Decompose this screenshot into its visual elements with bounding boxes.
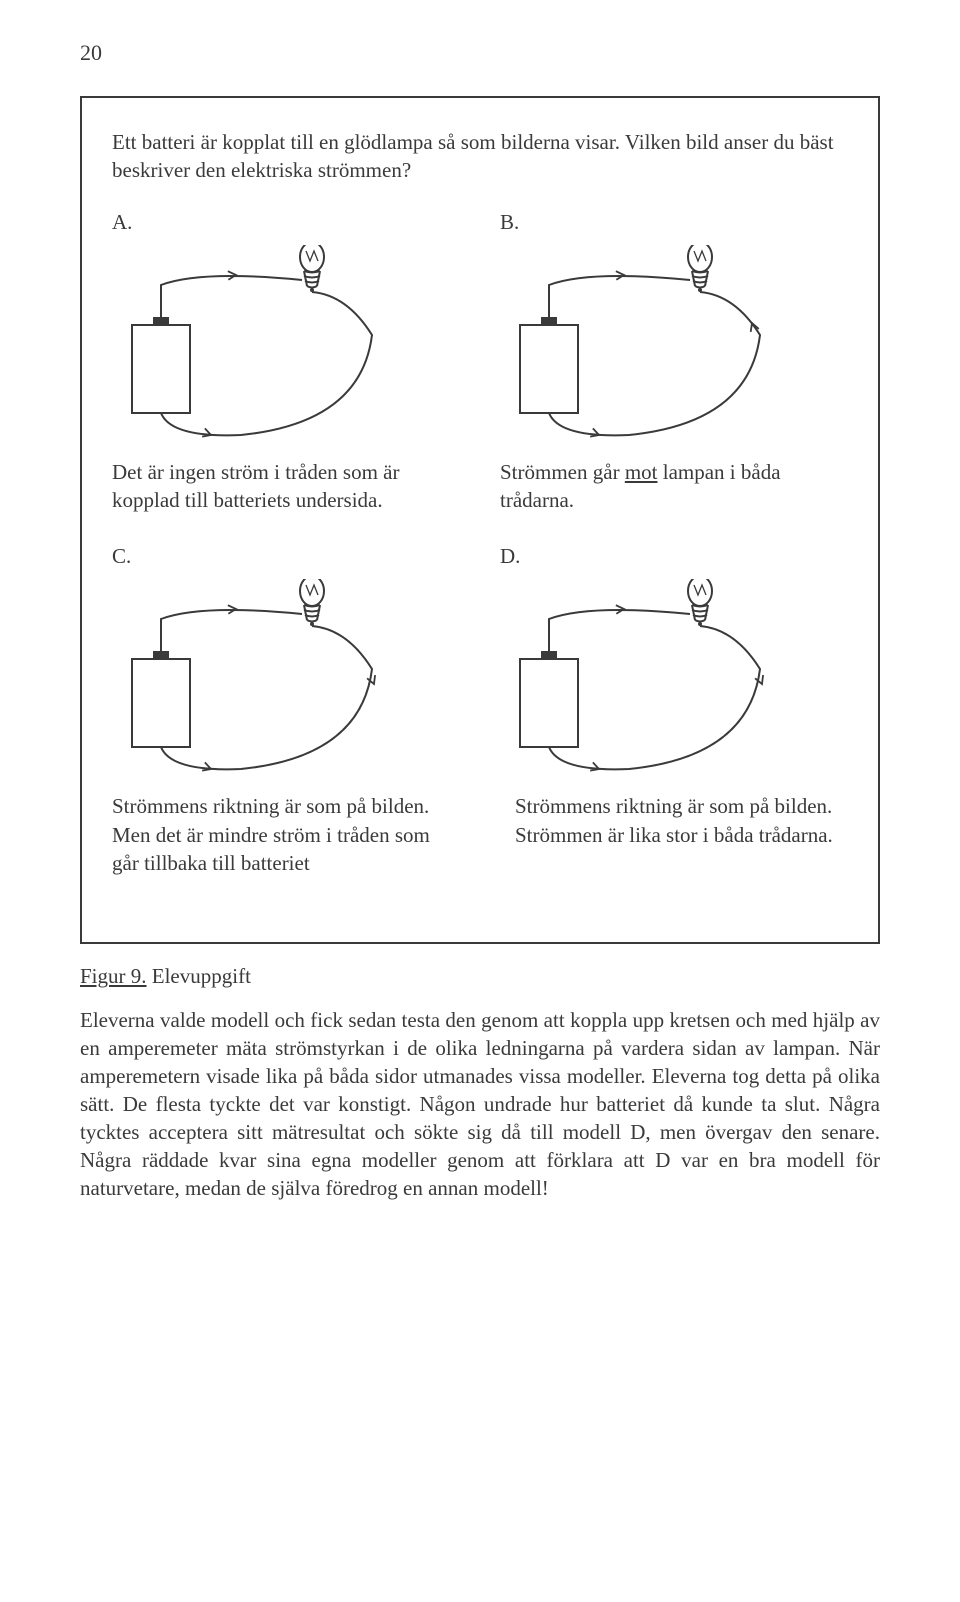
- body-paragraph: Eleverna valde modell och fick sedan tes…: [80, 1007, 880, 1202]
- diagram-grid: A. B.: [112, 210, 848, 903]
- caption-a: Det är ingen ström i tråden som är koppl…: [112, 458, 460, 515]
- label-b: B.: [500, 210, 848, 235]
- figure-box: Ett batteri är kopplat till en glödlampa…: [80, 96, 880, 944]
- label-c: C.: [112, 544, 460, 569]
- caption-d: Strömmens riktning är som på bilden. Str…: [500, 792, 848, 877]
- label-a: A.: [112, 210, 460, 235]
- circuit-a: [112, 245, 460, 445]
- figure-label: Figur 9. Elevuppgift: [80, 964, 880, 989]
- page-number: 20: [80, 40, 880, 66]
- label-d: D.: [500, 544, 848, 569]
- circuit-b: [500, 245, 848, 445]
- intro-text: Ett batteri är kopplat till en glödlampa…: [112, 128, 848, 185]
- caption-b: Strömmen går mot lampan i båda trådarna.: [500, 458, 848, 515]
- caption-c: Strömmens riktning är som på bilden. Men…: [112, 792, 460, 877]
- circuit-c: [112, 579, 460, 779]
- circuit-d: [500, 579, 848, 779]
